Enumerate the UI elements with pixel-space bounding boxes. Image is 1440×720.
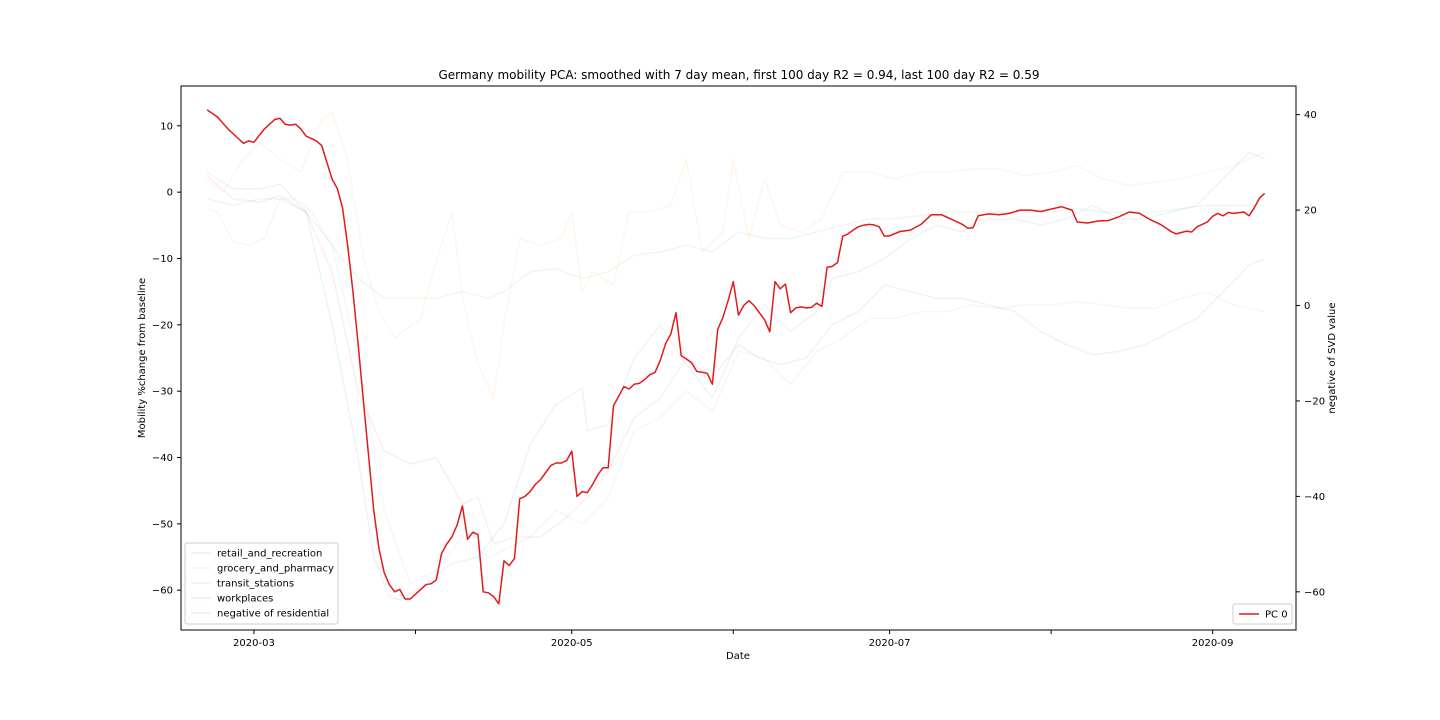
legend-left: retail_and_recreation grocery_and_pharmac… — [184, 542, 339, 625]
right-tick-label: −40 — [1304, 492, 1325, 503]
legend-label-negative-of-residential: negative of residential — [217, 609, 329, 620]
series-line-grocery-and-pharmacy — [206, 111, 1265, 399]
x-tick-label: 2020-09 — [1192, 638, 1234, 649]
x-axis-label: Date — [726, 651, 750, 662]
left-tick-label: 10 — [160, 121, 173, 132]
left-tick-label: −60 — [152, 586, 173, 597]
legend-label-pc-0: PC 0 — [1265, 610, 1288, 621]
series-line-pc-0 — [206, 109, 1266, 605]
legend-right: PC 0 — [1232, 603, 1293, 625]
right-tick-label: 0 — [1304, 301, 1310, 312]
left-tick-label: −40 — [152, 453, 173, 464]
series-line-workplaces — [206, 175, 1265, 545]
right-tick-label: 40 — [1304, 110, 1317, 121]
right-tick-label: 20 — [1304, 206, 1317, 217]
series-layer — [206, 109, 1266, 605]
x-tick-label: 2020-07 — [869, 638, 911, 649]
left-tick-label: −50 — [152, 519, 173, 530]
series-line-retail-and-recreation — [206, 151, 1265, 601]
left-y-axis: 10 0 −10 −20 −30 −40 −50 −60 — [152, 121, 181, 597]
series-line-negative-of-residential — [206, 198, 1265, 585]
left-tick-label: −20 — [152, 320, 173, 331]
series-line-transit-stations — [206, 198, 1265, 300]
legend-right-box — [1232, 603, 1293, 625]
legend-label-retail-and-recreation: retail_and_recreation — [217, 549, 322, 560]
x-axis: 2020-03 2020-05 2020-07 2020-09 — [233, 630, 1234, 649]
left-y-axis-label: Mobility %change from baseline — [137, 278, 148, 438]
legend-label-transit-stations: transit_stations — [217, 579, 294, 590]
legend-label-workplaces: workplaces — [217, 594, 273, 605]
right-tick-label: −60 — [1304, 587, 1325, 598]
legend-label-grocery-and-pharmacy: grocery_and_pharmacy — [217, 564, 334, 575]
legend-left-box — [184, 542, 339, 625]
right-tick-label: −20 — [1304, 396, 1325, 407]
x-tick-label: 2020-03 — [233, 638, 275, 649]
right-y-axis-label: negative of SVD value — [1327, 302, 1338, 413]
plot-frame — [180, 85, 1297, 631]
left-tick-label: 0 — [167, 188, 173, 199]
chart-title: Germany mobility PCA: smoothed with 7 da… — [438, 68, 1039, 82]
left-tick-label: −30 — [152, 387, 173, 398]
left-tick-label: −10 — [152, 254, 173, 265]
right-y-axis: 40 20 0 −20 −40 −60 — [1296, 110, 1325, 598]
x-tick-label: 2020-05 — [551, 638, 593, 649]
